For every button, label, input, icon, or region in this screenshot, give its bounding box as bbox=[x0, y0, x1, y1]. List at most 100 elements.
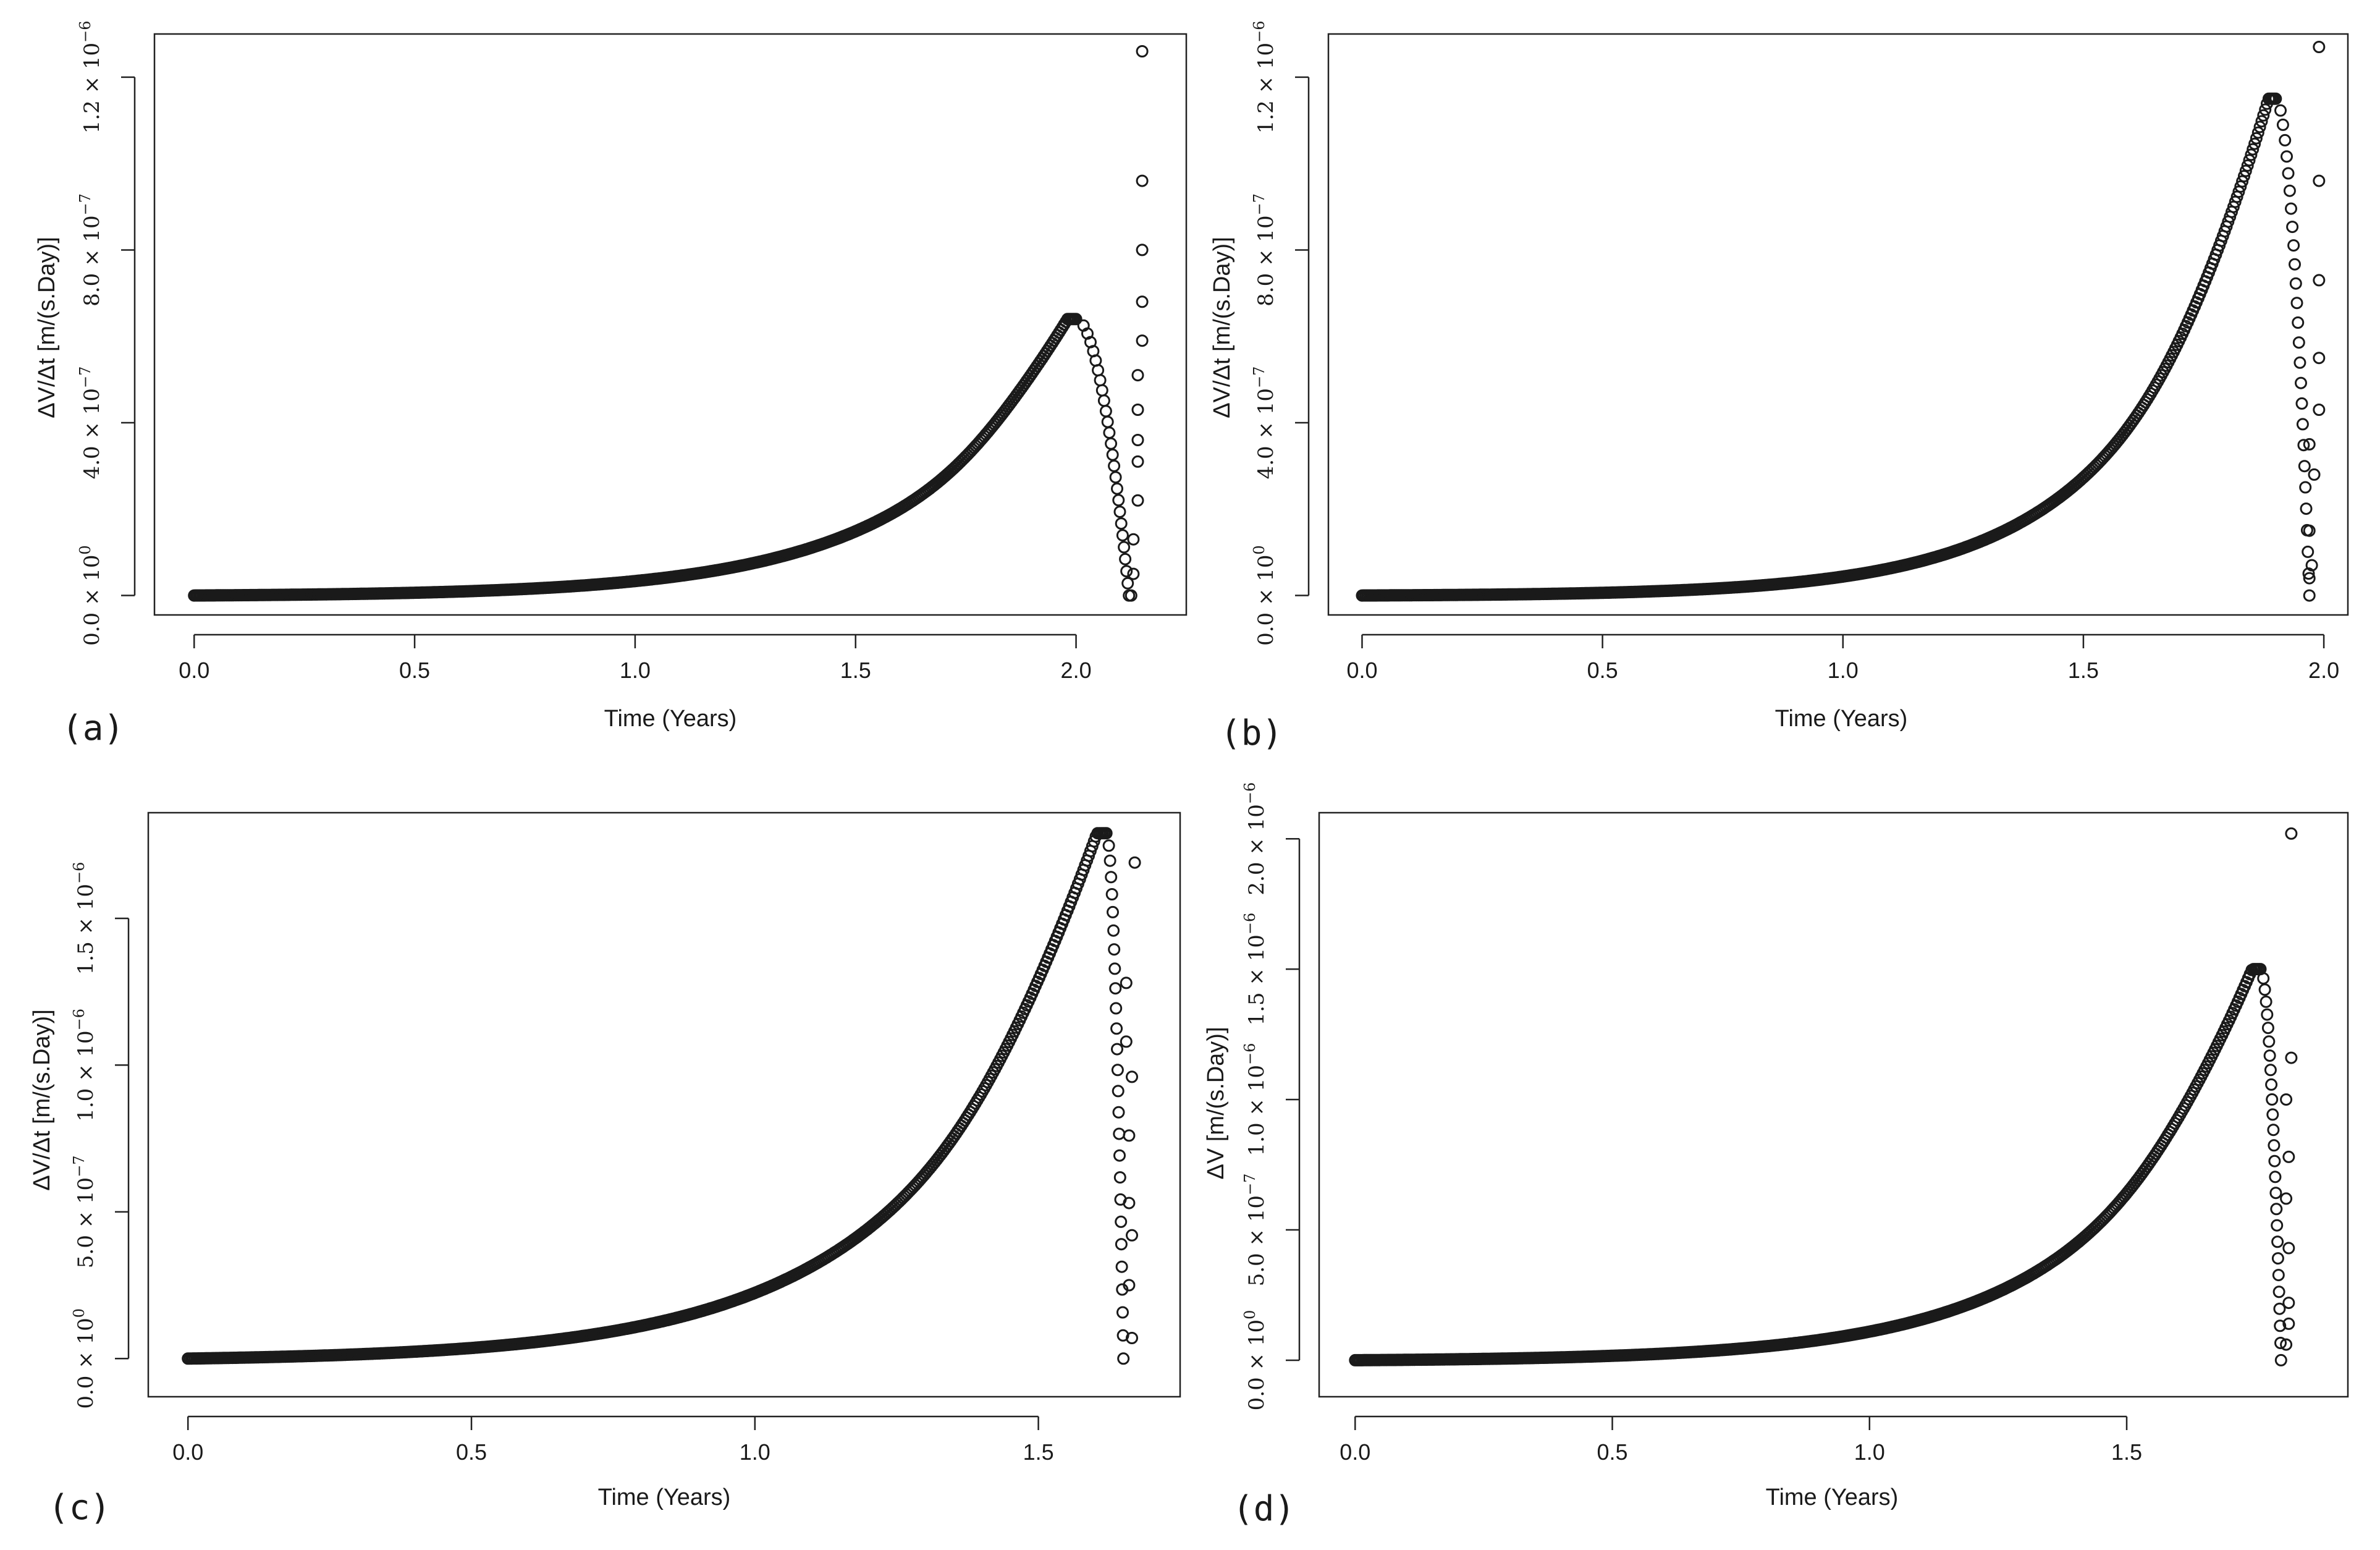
data-point bbox=[2280, 1192, 2293, 1205]
data-point bbox=[1101, 415, 1114, 428]
data-point bbox=[2266, 1108, 2279, 1121]
y-tick-label: 1.5 × 10−6 bbox=[1241, 913, 1269, 1026]
x-tick-label: 0.5 bbox=[1587, 658, 1618, 683]
y-axis-title: ΔV/Δt [m/(s.Day)] bbox=[29, 1009, 55, 1191]
data-point bbox=[1119, 553, 1132, 565]
x-tick-label: 0.5 bbox=[1597, 1439, 1628, 1465]
data-point bbox=[1131, 494, 1144, 507]
data-point bbox=[2241, 159, 2254, 172]
data-point bbox=[1136, 45, 1149, 57]
y-axis-title: ΔV [m/(s.Day)] bbox=[1203, 1027, 1229, 1179]
y-tick-label: 5.0 × 10−7 bbox=[70, 1155, 98, 1268]
data-point bbox=[1136, 334, 1149, 347]
data-point bbox=[1106, 448, 1119, 461]
y-tick-label: 0.0 × 100 bbox=[1251, 545, 1278, 646]
data-point bbox=[1120, 565, 1133, 578]
data-point bbox=[1115, 1215, 1128, 1228]
data-point bbox=[2299, 481, 2312, 494]
data-point bbox=[2300, 502, 2313, 515]
data-point bbox=[1113, 1171, 1126, 1184]
x-tick-label: 0.0 bbox=[1340, 1439, 1370, 1465]
data-point bbox=[2257, 109, 2270, 122]
data-point bbox=[1113, 506, 1126, 519]
y-tick-label: 1.5 × 10−6 bbox=[70, 862, 98, 975]
data-point bbox=[1115, 1238, 1128, 1251]
data-point bbox=[2234, 180, 2247, 193]
data-point bbox=[1126, 1229, 1138, 1242]
x-tick-label: 2.0 bbox=[2308, 658, 2339, 683]
data-point bbox=[2283, 184, 2296, 197]
y-tick-label: 8.0 × 10−7 bbox=[1251, 193, 1278, 307]
data-point bbox=[2274, 1319, 2287, 1332]
data-point bbox=[1116, 529, 1129, 542]
data-point bbox=[1117, 1352, 1130, 1365]
panel-b: 0.0 0.5 1.0 1.5 2.0 0.0 × 100 4.0 × 10−7 8.0 × … bbox=[1209, 20, 2349, 753]
plot-frame bbox=[1318, 811, 2349, 1398]
y-tick-label: 0.0 × 100 bbox=[1241, 1310, 1269, 1411]
data-point bbox=[1131, 369, 1144, 382]
y-tick-label: 2.0 × 10−6 bbox=[1241, 782, 1269, 896]
data-point bbox=[2260, 995, 2272, 1008]
data-point bbox=[1103, 854, 1116, 867]
data-point bbox=[2261, 1022, 2274, 1035]
data-point bbox=[1094, 374, 1107, 387]
data-point bbox=[2303, 572, 2316, 585]
data-point bbox=[2271, 1235, 2284, 1248]
data-point bbox=[1131, 404, 1144, 416]
data-point bbox=[1109, 982, 1122, 995]
data-point bbox=[2251, 126, 2264, 139]
x-tick-label: 0.0 bbox=[1346, 658, 1377, 683]
data-point bbox=[2269, 1187, 2282, 1200]
data-point bbox=[2238, 170, 2250, 182]
y-axis-title: ΔV/Δt [m/(s.Day)] bbox=[34, 237, 60, 418]
data-point bbox=[2303, 589, 2316, 602]
data-point bbox=[2269, 1171, 2282, 1184]
y-tick-label: 8.0 × 10−7 bbox=[77, 193, 104, 307]
data-point bbox=[1123, 1279, 1136, 1292]
data-point bbox=[1118, 541, 1131, 554]
panel-d: 0.0 0.5 1.0 1.5 0.0 × 100 5.0 × 10−7 1.0 × 10−… bbox=[1203, 782, 2349, 1529]
data-point bbox=[1127, 567, 1140, 580]
x-axis-title: Time (Years) bbox=[598, 1484, 731, 1510]
data-point bbox=[2266, 1093, 2279, 1106]
data-point bbox=[2286, 221, 2299, 234]
data-point bbox=[2282, 1242, 2295, 1255]
data-point bbox=[2313, 352, 2326, 365]
data-point bbox=[2268, 1139, 2281, 1152]
data-point bbox=[2272, 1269, 2285, 1282]
plot-frame bbox=[153, 33, 1188, 616]
panel-label: (c) bbox=[48, 1488, 111, 1528]
data-point bbox=[1108, 459, 1121, 472]
data-point bbox=[2297, 439, 2310, 452]
data-point bbox=[2258, 983, 2271, 996]
data-point bbox=[1107, 924, 1120, 937]
x-axis-title: Time (Years) bbox=[1766, 1484, 1899, 1510]
data-point bbox=[1125, 589, 1137, 602]
data-point bbox=[2296, 418, 2309, 431]
data-point bbox=[1131, 455, 1144, 468]
data-point bbox=[1113, 1127, 1126, 1140]
data-point bbox=[1110, 1022, 1123, 1035]
data-point bbox=[2245, 148, 2258, 161]
data-point bbox=[1115, 517, 1128, 530]
data-point bbox=[2313, 174, 2326, 187]
panel-a: 0.0 0.5 1.0 1.5 2.0 0.0 × 100 4.0 × 10−7 8.0 × … bbox=[34, 20, 1188, 748]
data-point bbox=[1089, 354, 1102, 367]
data-point bbox=[2289, 258, 2301, 271]
data-point bbox=[1095, 384, 1108, 397]
x-tick-label: 1.5 bbox=[1023, 1439, 1054, 1465]
data-point bbox=[2280, 1093, 2293, 1106]
plot-area: 0.0 0.5 1.0 1.5 0.0 × 100 5.0 × 10−7 1.0 × 10−… bbox=[1241, 782, 2349, 1465]
x-tick-label: 0.5 bbox=[399, 658, 430, 683]
x-axis-title: Time (Years) bbox=[604, 706, 737, 732]
data-point bbox=[2263, 1035, 2276, 1048]
plot-frame bbox=[1327, 33, 2349, 616]
data-point bbox=[1123, 1129, 1136, 1142]
data-point bbox=[2236, 175, 2249, 188]
y-axis-title: ΔV/Δt [m/(s.Day)] bbox=[1209, 237, 1235, 418]
data-point bbox=[2243, 154, 2256, 167]
data-point bbox=[1136, 295, 1149, 308]
plot-frame bbox=[147, 811, 1181, 1398]
data-point bbox=[2289, 277, 2302, 290]
